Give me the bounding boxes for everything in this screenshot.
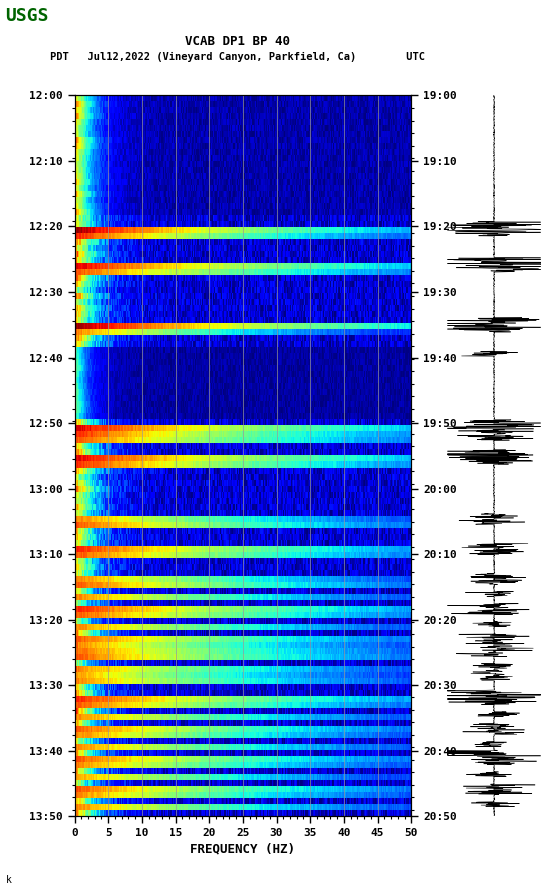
X-axis label: FREQUENCY (HZ): FREQUENCY (HZ) [190,842,295,855]
Text: k: k [6,875,12,885]
Text: PDT   Jul12,2022 (Vineyard Canyon, Parkfield, Ca)        UTC: PDT Jul12,2022 (Vineyard Canyon, Parkfie… [50,52,425,62]
Text: VCAB DP1 BP 40: VCAB DP1 BP 40 [185,36,290,48]
Text: USGS: USGS [6,7,49,25]
